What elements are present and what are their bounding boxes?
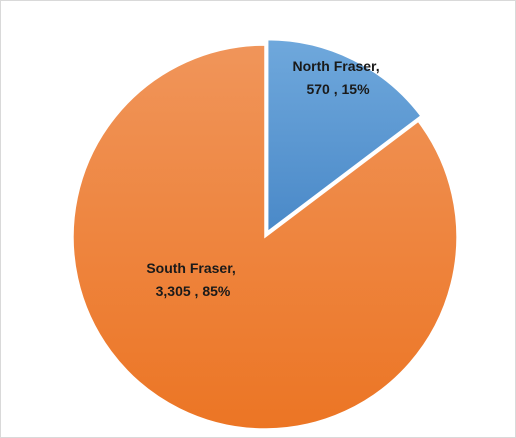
data-label-south-fraser: South Fraser, 3,305 , 85% (146, 260, 239, 299)
pie-slice-north-fraser (266, 38, 422, 234)
pie-slice-south-fraser (72, 44, 458, 430)
data-label-north-fraser: North Fraser, 570 , 15% (292, 58, 383, 97)
